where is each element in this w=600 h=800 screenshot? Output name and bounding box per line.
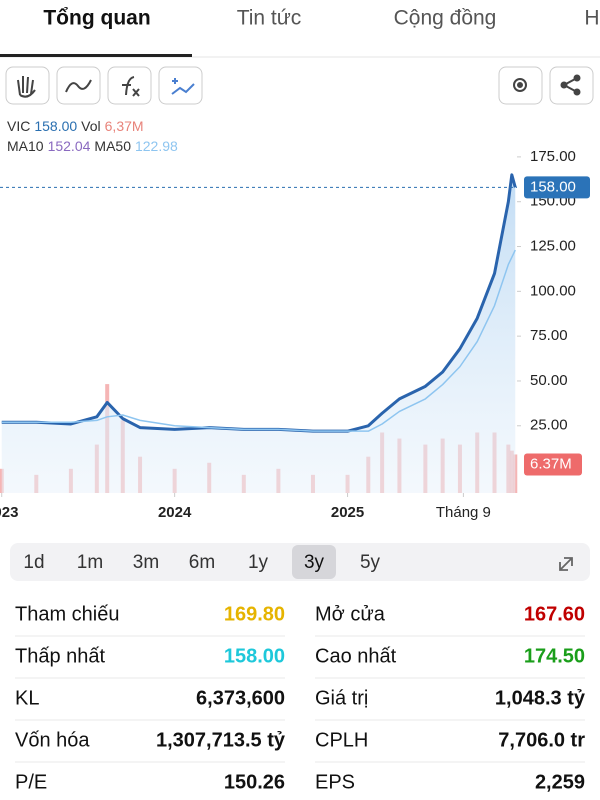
price-area [1,174,516,493]
stat-value: 7,706.0 tr [498,729,585,751]
stat-value: 2,259 [535,771,585,793]
volume-badge-label: 6.37M [530,455,572,472]
x-tick-label: Tháng 9 [436,504,491,521]
period-button[interactable]: 1y [248,552,269,573]
expand-icon[interactable] [559,557,573,571]
wave-icon [65,79,92,93]
stat-value: 169.80 [224,603,285,625]
toolbar-icons [17,74,581,98]
ma-line [1,249,516,432]
gear-icon [513,78,527,92]
hand-icon [17,76,36,98]
legend-item: 6,37M [105,118,144,134]
tool-line[interactable] [56,66,101,105]
legend-item: 122.98 [135,138,178,154]
period-button[interactable]: 3y [304,552,325,573]
tab[interactable]: Tổng quan [43,7,150,30]
settings-button[interactable] [498,66,543,105]
legend-row: VIC 158.00 Vol 6,37M [7,118,144,134]
legend-item: 152.04 [48,138,91,154]
legend-item: MA10 [7,138,44,154]
share-dot [573,74,581,82]
tool-fx[interactable] [107,66,152,105]
stat-label: EPS [315,771,355,793]
stat-value: 1,307,713.5 tỷ [156,729,286,751]
stat-value: 1,048.3 tỷ [495,687,586,709]
tool-hand[interactable] [5,66,50,105]
period-button[interactable]: 5y [360,552,381,573]
y-tick-label: 125.00 [530,237,576,254]
y-tick-label: 25.00 [530,417,568,434]
stat-label: Tham chiếu [15,603,120,625]
period-button[interactable]: 1d [23,552,44,573]
stat-label: Giá trị [315,687,368,709]
share-dot [560,81,568,89]
stat-label: Mở cửa [315,603,386,625]
legend-item: 158.00 [34,118,77,134]
period-button[interactable]: 1m [77,552,103,573]
tab[interactable]: Tin tức [237,7,302,30]
volume-badge [524,453,582,476]
share-button[interactable] [549,66,594,105]
stat-label: Vốn hóa [15,729,90,751]
ai-icon [171,78,195,95]
legend-item: VIC [7,118,30,134]
stat-value: 150.26 [224,771,285,793]
y-tick-label: 75.00 [530,327,568,344]
tab-underline [0,54,192,57]
stat-value: 167.60 [524,603,585,625]
gear-center [517,82,523,88]
stat-label: P/E [15,771,47,793]
stat-value: 158.00 [224,645,285,667]
tab[interactable]: Cộng đồng [394,7,497,30]
y-tick-label: 175.00 [530,148,576,165]
x-tick-label: 2023 [0,504,18,521]
fx-icon [122,76,140,97]
tool-ai[interactable] [158,66,203,105]
y-tick-label: 100.00 [530,282,576,299]
legend-item: Vol [81,118,100,134]
stat-label: CPLH [315,729,368,751]
share-dot [573,88,581,96]
stat-label: Cao nhất [315,645,397,667]
stat-label: KL [15,687,39,709]
y-tick-label: 50.00 [530,372,568,389]
x-tick-label: 2024 [158,504,192,521]
stat-value: 174.50 [524,645,585,667]
x-tick-label: 2025 [331,504,364,521]
stat-value: 6,373,600 [196,687,285,709]
legend-item: MA50 [94,138,131,154]
period-selected [292,545,336,579]
tab[interactable]: H [584,7,599,30]
stat-label: Thấp nhất [15,645,106,667]
price-badge [524,176,590,199]
toolbar [5,66,594,105]
period-button[interactable]: 3m [133,552,159,573]
price-badge-label: 158.00 [530,178,576,195]
legend-row: MA10 152.04 MA50 122.98 [7,138,178,154]
period-button[interactable]: 6m [189,552,215,573]
